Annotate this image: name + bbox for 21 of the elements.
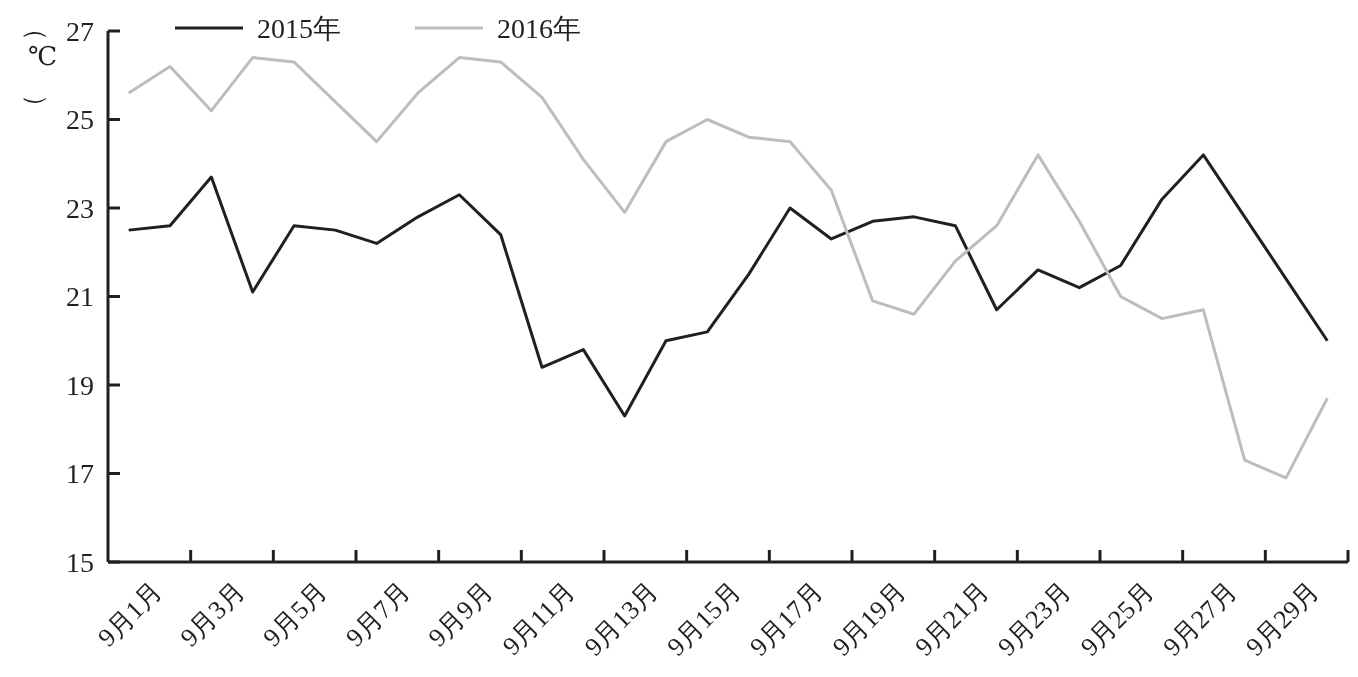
x-tick-label: 9月29月 (1240, 576, 1326, 662)
x-tick-label: 9月21月 (909, 576, 995, 662)
legend-label: 2016年 (497, 12, 581, 44)
y-tick-label: 21 (66, 281, 94, 313)
y-tick-label: 25 (66, 104, 94, 136)
y-tick-label: 15 (66, 546, 94, 578)
x-tick-label: 9月5月 (257, 576, 334, 653)
y-axis-title: （℃） (22, 15, 58, 121)
y-tick-label: 17 (66, 458, 94, 490)
x-tick-label: 9月15月 (661, 576, 747, 662)
x-tick-label: 9月1月 (92, 576, 168, 653)
x-tick-label: 9月7月 (340, 576, 416, 653)
line-series (127, 153, 1329, 418)
line-series (127, 56, 1329, 480)
x-tick-label: 9月9月 (422, 576, 499, 653)
y-tick-label: 19 (66, 369, 94, 401)
legend-label: 2015年 (257, 12, 341, 44)
x-tick-label: 9月3月 (174, 576, 251, 653)
y-tick-label: 27 (66, 15, 94, 47)
y-tick-label: 23 (66, 192, 94, 224)
x-tick-label: 9月27月 (1157, 576, 1243, 662)
